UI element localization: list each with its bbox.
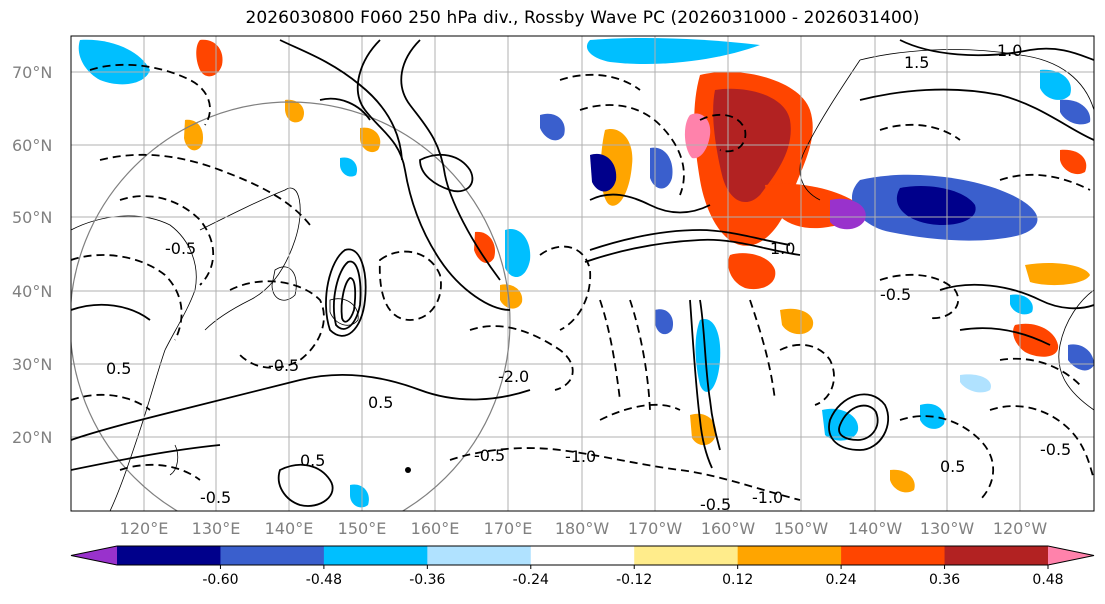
negative-patch bbox=[540, 113, 565, 141]
lon-label: 170°E bbox=[484, 519, 533, 538]
map-frame bbox=[70, 35, 1095, 512]
map-panel: 1.0 -0.5 0.5 -0.5 -1.0 1.5 -0.5 0.5 -2.0… bbox=[71, 36, 1094, 514]
negative-patch bbox=[695, 319, 721, 392]
contour-label: 0.5 bbox=[106, 359, 131, 378]
positive-patch bbox=[360, 127, 381, 153]
colorbar-outline bbox=[70, 545, 1095, 566]
positive-patch bbox=[684, 113, 711, 159]
lon-label: 130°E bbox=[192, 519, 241, 538]
negative-patch bbox=[590, 153, 617, 192]
positive-patch bbox=[1013, 323, 1059, 357]
colorbar-tick-label: 0.36 bbox=[929, 572, 960, 588]
lat-labels: 70°N 60°N 50°N 40°N 30°N 20°N bbox=[12, 63, 52, 447]
negative-patch bbox=[1060, 99, 1091, 125]
colorbar-swatch bbox=[634, 546, 739, 565]
positive-patch bbox=[1060, 149, 1087, 175]
negative-patch bbox=[1040, 69, 1071, 100]
negative-patch bbox=[350, 484, 369, 508]
contour-label: -1.0 bbox=[565, 447, 596, 466]
contour-label: 1.0 bbox=[770, 239, 795, 258]
colorbar-swatch bbox=[323, 546, 428, 565]
contour-label: -0.5 bbox=[474, 446, 505, 465]
positive-patch bbox=[474, 231, 496, 264]
colorbar-tick-label: -0.36 bbox=[409, 572, 445, 588]
colorbar-swatch bbox=[117, 546, 221, 565]
contour-label: 0.5 bbox=[368, 393, 393, 412]
colorbar-tick-label: -0.48 bbox=[306, 572, 342, 588]
contour-label: 1.5 bbox=[904, 53, 929, 72]
contour-label: -0.5 bbox=[700, 495, 731, 514]
colorbar-extend-max bbox=[1048, 546, 1094, 565]
negative-patch bbox=[896, 185, 976, 226]
contour-label: -0.5 bbox=[165, 239, 196, 258]
colorbar-tick-label: -0.60 bbox=[202, 572, 238, 588]
colorbar-tick-label: 0.12 bbox=[722, 572, 753, 588]
colorbar-tick-label: 0.24 bbox=[826, 572, 857, 588]
positive-patch bbox=[780, 308, 814, 335]
negative-patch bbox=[340, 157, 358, 177]
lat-label: 30°N bbox=[12, 355, 52, 374]
lon-label: 130°W bbox=[920, 519, 975, 538]
negative-patch bbox=[830, 198, 866, 230]
negative-patch bbox=[78, 39, 150, 85]
lat-label: 60°N bbox=[12, 136, 52, 155]
colorbar-tick-label: -0.24 bbox=[513, 572, 549, 588]
lon-label: 150°E bbox=[338, 519, 387, 538]
positive-patch bbox=[500, 284, 523, 309]
negative-contours bbox=[71, 63, 1094, 501]
contour-label: -0.5 bbox=[200, 488, 231, 507]
lon-label: 160°E bbox=[411, 519, 460, 538]
colorbar-tick-label: 0.48 bbox=[1032, 572, 1063, 588]
contour-label: 1.0 bbox=[997, 41, 1022, 60]
negative-patch bbox=[655, 309, 674, 335]
negative-patch bbox=[586, 37, 760, 65]
colorbar-swatch bbox=[737, 546, 842, 565]
colorbar-swatch bbox=[841, 546, 946, 565]
colorbar-extend-min bbox=[71, 546, 117, 565]
lat-label: 50°N bbox=[12, 208, 52, 227]
lon-label: 140°W bbox=[848, 519, 903, 538]
negative-patch bbox=[650, 147, 673, 189]
lon-label: 170°W bbox=[628, 519, 683, 538]
negative-patch bbox=[505, 229, 531, 278]
negative-patch bbox=[1010, 294, 1033, 315]
colorbar-swatch bbox=[427, 546, 532, 565]
lon-label: 120°E bbox=[120, 519, 169, 538]
lon-label: 150°W bbox=[774, 519, 829, 538]
positive-contours bbox=[71, 39, 1094, 507]
graticule bbox=[71, 36, 1094, 511]
lat-label: 20°N bbox=[12, 428, 52, 447]
positive-patch bbox=[890, 469, 915, 493]
colorbar-swatch bbox=[220, 546, 325, 565]
contour-label: -0.5 bbox=[268, 356, 299, 375]
great-circle bbox=[71, 101, 511, 511]
contour-label: -2.0 bbox=[498, 367, 529, 386]
contour-labels: 1.0 -0.5 0.5 -0.5 -1.0 1.5 -0.5 0.5 -2.0… bbox=[106, 41, 1071, 514]
lon-label: 120°W bbox=[993, 519, 1048, 538]
contour-label: -1.0 bbox=[752, 488, 783, 507]
contour-label: 0.5 bbox=[300, 451, 325, 470]
positive-patch bbox=[184, 119, 204, 151]
map-title: 2026030800 F060 250 hPa div., Rossby Wav… bbox=[245, 8, 920, 28]
colorbar-tick-label: -0.12 bbox=[616, 572, 652, 588]
colorbar-swatch bbox=[530, 546, 635, 565]
colorbar-swatch bbox=[944, 546, 1049, 565]
lat-label: 70°N bbox=[12, 63, 52, 82]
positive-patch bbox=[728, 253, 776, 290]
colorbar: -0.60 -0.48 -0.36 -0.24 -0.12 0.12 0.24 0.36 0.4… bbox=[70, 545, 1095, 588]
lon-label: 160°W bbox=[701, 519, 756, 538]
lon-label: 180°W bbox=[555, 519, 610, 538]
contour-label: -0.5 bbox=[880, 285, 911, 304]
marker-dot bbox=[405, 467, 411, 473]
positive-patch bbox=[285, 99, 305, 123]
lat-label: 40°N bbox=[12, 282, 52, 301]
lon-labels: 120°E 130°E 140°E 150°E 160°E 170°E 180°… bbox=[120, 519, 1048, 538]
positive-patch bbox=[1025, 263, 1090, 286]
contour-label: 0.5 bbox=[940, 457, 965, 476]
contour-label: -0.5 bbox=[1040, 440, 1071, 459]
lon-label: 140°E bbox=[265, 519, 314, 538]
negative-patch bbox=[960, 374, 991, 393]
